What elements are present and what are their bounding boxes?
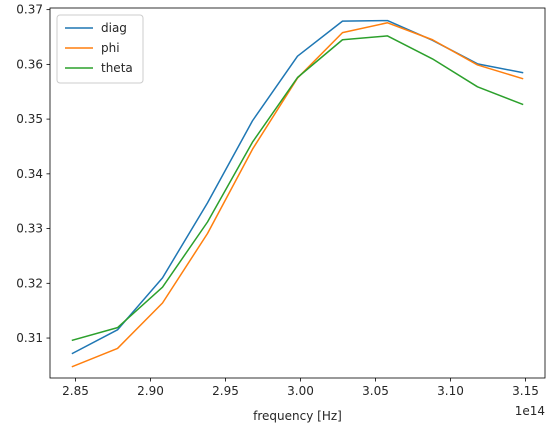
y-axis: 0.31 0.32 0.33 0.34 0.35 0.36 0.37 xyxy=(16,3,50,345)
legend-box xyxy=(56,14,144,84)
x-tick-label: 2.90 xyxy=(137,384,164,398)
y-tick-label: 0.36 xyxy=(16,57,43,71)
y-tick-label: 0.32 xyxy=(16,276,43,290)
x-tick-label: 3.00 xyxy=(287,384,314,398)
legend-label-diag: diag xyxy=(101,21,127,35)
y-tick-label: 0.31 xyxy=(16,331,43,345)
y-tick-label: 0.37 xyxy=(16,3,43,17)
series-line-theta xyxy=(71,35,524,342)
plot-area xyxy=(49,7,546,379)
y-tick-label: 0.33 xyxy=(16,222,43,236)
x-tick-label: 2.85 xyxy=(62,384,89,398)
x-tick-label: 3.10 xyxy=(437,384,464,398)
x-tick-label: 3.15 xyxy=(512,384,539,398)
x-axis-label: frequency [Hz] xyxy=(253,409,342,423)
y-tick-label: 0.35 xyxy=(16,112,43,126)
legend-label-phi: phi xyxy=(101,41,120,55)
axes-frame xyxy=(49,7,546,379)
legend-label-theta: theta xyxy=(101,61,133,75)
legend: diag phi theta xyxy=(56,14,144,84)
x-tick-label: 3.05 xyxy=(362,384,389,398)
x-axis-offset-label: 1e14 xyxy=(515,404,545,418)
x-axis: 2.85 2.90 2.95 3.00 3.05 3.10 3.15 xyxy=(62,378,539,398)
x-tick-label: 2.95 xyxy=(212,384,239,398)
y-tick-label: 0.34 xyxy=(16,167,43,181)
